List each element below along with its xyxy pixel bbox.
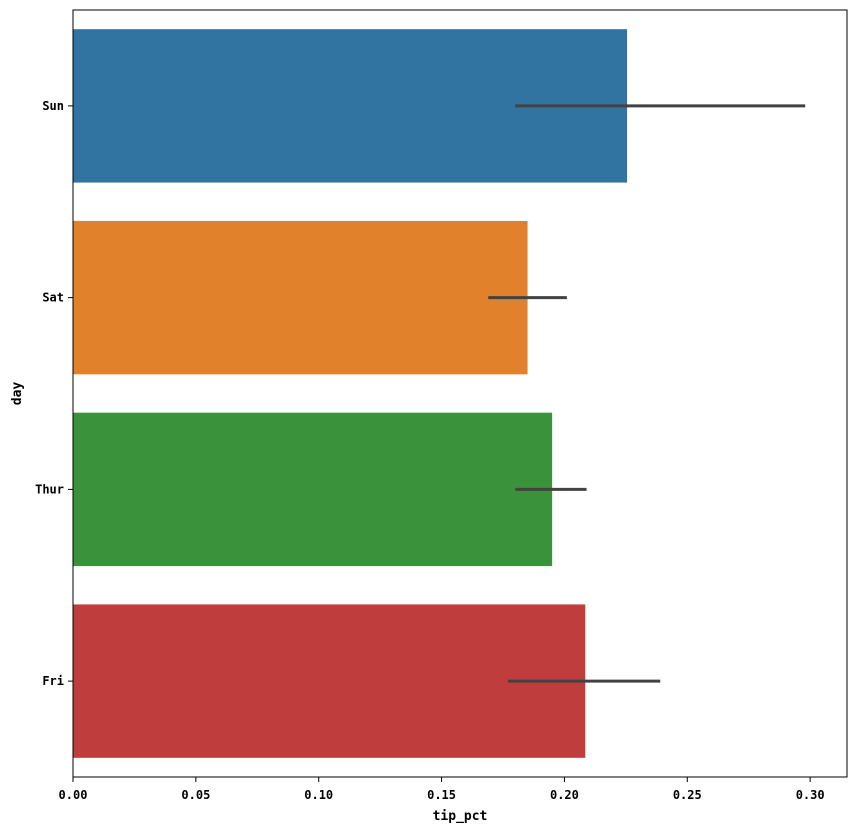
x-tick-label: 0.00 <box>59 788 88 802</box>
error-bars-group <box>488 104 806 683</box>
x-tick-label: 0.10 <box>304 788 333 802</box>
y-tick-label: Fri <box>42 674 64 688</box>
plot-frame <box>72 9 848 778</box>
y-tick-label: Thur <box>35 482 64 496</box>
x-tick-label: 0.25 <box>673 788 702 802</box>
x-tick-label: 0.05 <box>181 788 210 802</box>
y-axis: Sun Sat Thur Fri <box>35 99 73 688</box>
x-tick-label: 0.30 <box>796 788 825 802</box>
y-tick-label: Sat <box>42 291 64 305</box>
x-axis: 0.00 0.05 0.10 0.15 0.20 0.25 0.30 <box>59 777 825 802</box>
x-axis-label: tip_pct <box>433 809 488 824</box>
x-tick-label: 0.15 <box>427 788 456 802</box>
bar-thur <box>73 412 553 567</box>
bars-group <box>73 29 628 758</box>
x-tick-label: 0.20 <box>550 788 579 802</box>
y-tick-label: Sun <box>42 99 64 113</box>
y-axis-label: day <box>10 382 25 406</box>
bar-sat <box>73 220 528 375</box>
bar-fri <box>73 604 586 758</box>
